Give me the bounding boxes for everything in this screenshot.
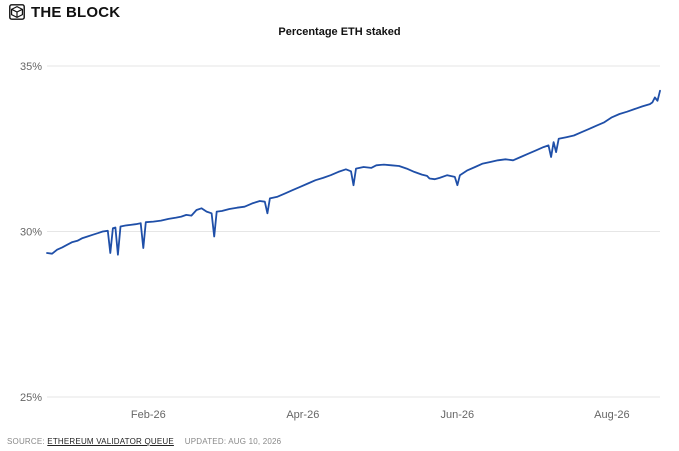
x-tick-label: Feb-26 xyxy=(131,409,166,421)
y-tick-label: 35% xyxy=(20,61,42,73)
updated-date: AUG 10, 2026 xyxy=(228,437,282,446)
x-tick-label: Jun-26 xyxy=(441,409,475,421)
updated-label: UPDATED: xyxy=(184,437,227,446)
y-tick-label: 25% xyxy=(20,392,42,404)
chart-title: Percentage ETH staked xyxy=(278,26,401,38)
y-tick-label: 30% xyxy=(20,227,42,239)
series-line xyxy=(46,89,661,256)
source-footer: SOURCE: ETHEREUM VALIDATOR QUEUE UPDATED… xyxy=(7,437,281,446)
cube-logo-icon xyxy=(9,4,25,20)
brand[interactable]: THE BLOCK xyxy=(8,3,120,21)
source-link[interactable]: ETHEREUM VALIDATOR QUEUE xyxy=(47,437,174,446)
x-tick-label: Aug-26 xyxy=(594,409,629,421)
source-label: SOURCE: xyxy=(7,437,45,446)
brand-name: THE BLOCK xyxy=(31,3,121,21)
x-tick-label: Apr-26 xyxy=(286,409,319,421)
